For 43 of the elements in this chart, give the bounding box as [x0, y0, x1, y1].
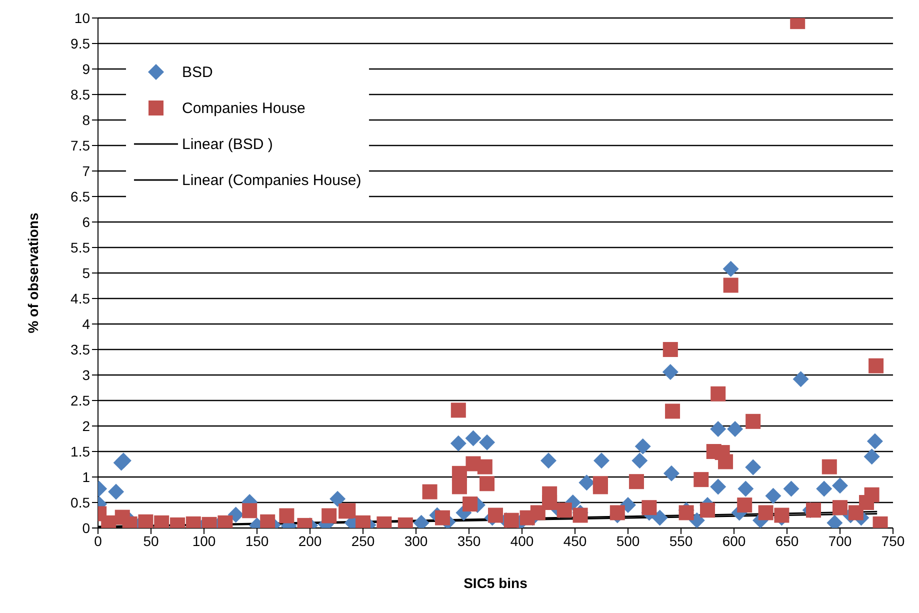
x-tick-label: 750: [881, 532, 905, 549]
y-tick-label: 8.5: [70, 86, 90, 102]
x-tick-label: 600: [722, 532, 746, 549]
y-tick-label: 1.5: [70, 443, 90, 460]
x-tick-label: 350: [457, 532, 481, 549]
y-tick-label: 2: [82, 418, 90, 434]
y-tick-label: 9.5: [70, 35, 90, 52]
x-axis-title: SIC5 bins: [464, 575, 528, 591]
x-tick-label: 450: [563, 532, 587, 549]
x-tick-label: 400: [510, 532, 534, 549]
y-tick-label: 0: [82, 520, 90, 536]
x-tick-label: 550: [669, 532, 693, 549]
x-tick-label: 50: [143, 532, 159, 549]
x-tick-label: 150: [245, 532, 269, 549]
y-tick-label: 0.5: [70, 494, 90, 510]
y-tick-label: 5: [82, 264, 90, 281]
y-tick-label: 6: [82, 214, 90, 230]
y-tick-label: 10: [74, 10, 90, 26]
legend-label: Companies House: [182, 100, 306, 116]
y-tick-label: 7: [82, 162, 90, 179]
y-tick-label: 4: [82, 316, 90, 332]
x-tick-label: 0: [94, 532, 102, 549]
legend-label: BSD: [182, 64, 213, 80]
y-tick-label: 3: [82, 366, 90, 383]
x-tick-label: 500: [616, 532, 640, 549]
legend-label: Linear (Companies House): [182, 172, 362, 188]
y-axis-title: % of observations: [24, 212, 41, 334]
x-tick-label: 250: [351, 532, 375, 549]
y-tick-label: 3.5: [70, 341, 90, 358]
x-tick-label: 700: [828, 532, 852, 549]
legend-label: Linear (BSD ): [182, 136, 273, 152]
x-tick-label: 200: [298, 532, 322, 549]
y-tick-label: 7.5: [70, 137, 90, 154]
y-tick-label: 1: [82, 468, 90, 485]
y-tick-label: 9: [82, 60, 90, 77]
y-tick-label: 5.5: [70, 239, 90, 256]
y-tick-label: 2.5: [70, 392, 90, 408]
y-tick-label: 6.5: [70, 188, 90, 204]
x-tick-label: 300: [404, 532, 428, 549]
x-tick-label: 650: [775, 532, 799, 549]
y-tick-label: 8: [82, 112, 90, 128]
y-tick-label: 4.5: [70, 290, 90, 306]
x-tick-label: 100: [192, 532, 216, 549]
